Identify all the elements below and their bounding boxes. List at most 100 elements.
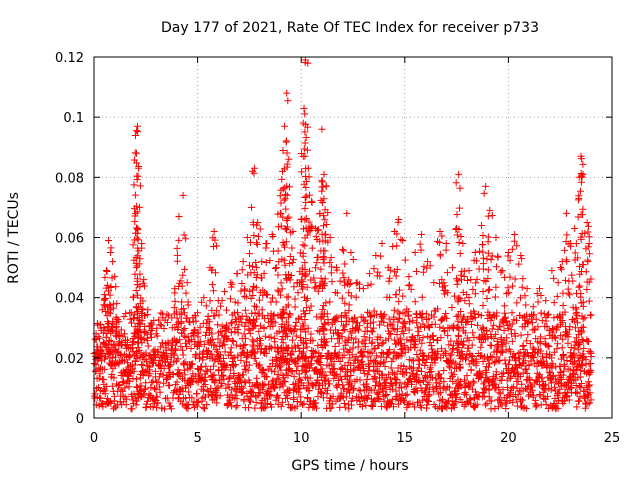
data-point <box>466 396 474 404</box>
data-point <box>275 394 283 402</box>
data-point <box>460 341 468 349</box>
data-point <box>262 258 270 266</box>
data-point <box>504 324 512 332</box>
data-point <box>261 332 269 340</box>
data-point <box>569 316 577 324</box>
data-point <box>317 360 325 368</box>
data-point <box>317 274 325 282</box>
data-point <box>463 391 471 399</box>
data-point <box>227 399 235 407</box>
data-point <box>301 110 309 118</box>
data-point <box>300 400 308 408</box>
data-point <box>416 379 424 387</box>
data-point <box>257 336 265 344</box>
data-point <box>412 268 420 276</box>
data-point <box>126 369 134 377</box>
data-point <box>339 381 347 389</box>
data-point <box>279 382 287 390</box>
data-point <box>282 205 290 213</box>
data-point <box>101 365 109 373</box>
data-point <box>291 303 299 311</box>
data-point <box>175 212 183 220</box>
data-point <box>308 199 316 207</box>
data-point <box>143 397 151 405</box>
data-point <box>536 392 544 400</box>
data-point <box>240 341 248 349</box>
data-point <box>271 265 279 273</box>
data-point <box>395 298 403 306</box>
data-point <box>367 312 375 320</box>
data-point <box>305 387 313 395</box>
data-point <box>318 178 326 186</box>
data-point <box>98 357 106 365</box>
data-point <box>455 239 463 247</box>
data-point <box>471 314 479 322</box>
y-tick-label: 0.12 <box>55 51 84 66</box>
data-point <box>470 379 478 387</box>
data-point <box>348 394 356 402</box>
data-point <box>390 306 398 314</box>
data-point <box>524 331 532 339</box>
data-point <box>495 388 503 396</box>
data-point <box>453 280 461 288</box>
data-point <box>385 335 393 343</box>
data-point <box>238 266 246 274</box>
data-point <box>528 319 536 327</box>
data-point <box>281 378 289 386</box>
data-point <box>243 234 251 241</box>
data-point <box>246 329 254 337</box>
data-point <box>386 274 394 282</box>
x-tick-label: 20 <box>500 431 517 446</box>
data-point <box>298 168 306 176</box>
data-point <box>503 376 511 384</box>
data-point <box>525 392 533 400</box>
data-point <box>157 309 165 317</box>
data-point <box>327 254 335 262</box>
data-point <box>232 361 240 369</box>
data-point <box>302 339 310 347</box>
data-point <box>167 405 175 413</box>
data-point <box>488 397 496 405</box>
data-point <box>283 89 291 97</box>
data-point <box>550 299 558 307</box>
data-point <box>385 315 393 323</box>
data-point <box>136 182 144 190</box>
data-point <box>438 395 446 403</box>
data-point <box>246 387 254 395</box>
data-point <box>156 388 164 396</box>
data-point <box>179 346 187 354</box>
data-point <box>483 295 491 303</box>
data-point <box>226 373 234 381</box>
data-point <box>494 403 502 411</box>
data-point <box>306 374 314 382</box>
data-point <box>451 399 459 407</box>
data-point <box>312 404 320 412</box>
data-point <box>389 242 397 250</box>
data-point <box>128 405 136 413</box>
data-point <box>381 392 389 400</box>
data-point <box>509 398 517 406</box>
data-point <box>285 155 293 163</box>
data-point <box>479 254 487 262</box>
data-point <box>127 319 135 327</box>
data-point <box>505 360 513 368</box>
data-point <box>479 301 487 309</box>
data-point <box>517 395 525 403</box>
data-point <box>366 319 374 327</box>
data-point <box>301 316 309 324</box>
data-point <box>511 275 519 283</box>
data-point <box>522 404 530 412</box>
data-point <box>203 367 211 375</box>
data-point <box>283 293 291 301</box>
data-point <box>281 195 289 203</box>
data-point <box>219 355 227 363</box>
data-point <box>512 396 520 404</box>
data-point <box>201 381 209 389</box>
data-point <box>463 372 471 380</box>
data-point <box>477 221 485 229</box>
y-tick-label: 0 <box>76 412 84 427</box>
data-point <box>96 370 104 378</box>
data-point <box>478 339 486 347</box>
data-point <box>403 390 411 398</box>
data-point <box>443 404 451 412</box>
